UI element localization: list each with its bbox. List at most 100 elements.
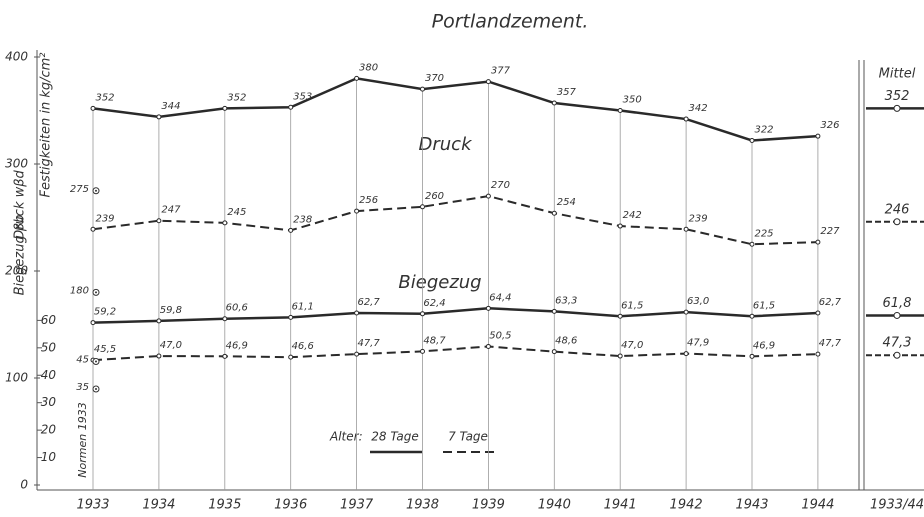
norm-label: 275 xyxy=(70,184,89,195)
data-label: 254 xyxy=(557,197,576,208)
y2-tick-label: 40 xyxy=(41,368,57,382)
series-line xyxy=(92,307,818,324)
data-label: 239 xyxy=(95,213,114,224)
data-point xyxy=(749,241,755,247)
data-point xyxy=(156,318,162,324)
x-tick-label: 1933 xyxy=(76,498,109,513)
data-label: 59,8 xyxy=(160,305,182,316)
mean-point xyxy=(893,104,901,112)
data-label: 239 xyxy=(689,213,708,224)
data-label: 342 xyxy=(689,103,708,114)
norm-marker-dot xyxy=(95,360,97,363)
y2-tick-label: 10 xyxy=(41,450,57,464)
data-point xyxy=(815,351,821,357)
data-label: 61,1 xyxy=(292,301,314,312)
data-label: 59,2 xyxy=(94,307,116,318)
legend-label: 7 Tage xyxy=(448,430,488,444)
data-label: 357 xyxy=(557,87,577,98)
mean-label: 352 xyxy=(885,89,910,104)
data-point xyxy=(683,309,689,315)
data-label: 377 xyxy=(491,66,511,77)
y-tick-label: 0 xyxy=(20,478,28,492)
data-label: 47,9 xyxy=(687,338,709,349)
data-point xyxy=(683,351,689,357)
data-point xyxy=(354,75,360,81)
data-point xyxy=(222,316,228,322)
data-label: 46,6 xyxy=(292,341,314,352)
mean-point xyxy=(893,351,901,359)
data-label: 352 xyxy=(95,92,114,103)
norms-label: Normen 1933 xyxy=(76,402,89,477)
data-point xyxy=(222,353,228,359)
series-line xyxy=(92,77,818,142)
norm-marker-dot xyxy=(95,387,97,390)
data-label: 47,7 xyxy=(819,338,842,349)
data-point xyxy=(749,353,755,359)
data-point xyxy=(354,351,360,357)
y-axis-label: Druck wβd xyxy=(13,169,28,239)
data-label: 238 xyxy=(293,214,312,225)
chart-title: Portlandzement. xyxy=(432,11,589,33)
data-label: 225 xyxy=(754,228,773,239)
data-point xyxy=(617,108,623,113)
data-point xyxy=(288,314,294,320)
data-label: 326 xyxy=(820,120,839,131)
mean-label: 61,8 xyxy=(883,296,912,311)
data-point xyxy=(683,226,689,232)
data-label: 46,9 xyxy=(226,340,248,351)
annotation: Biegezug xyxy=(398,272,481,293)
data-point xyxy=(815,133,821,139)
x-tick-label: 1939 xyxy=(472,498,505,513)
data-label: 63,3 xyxy=(555,295,577,306)
data-label: 47,0 xyxy=(621,340,643,351)
x-tick-label: 1942 xyxy=(670,498,703,513)
data-point xyxy=(749,137,755,143)
data-label: 45,5 xyxy=(94,344,116,355)
x-tick-label: 1936 xyxy=(274,498,307,513)
norm-marker-dot xyxy=(95,291,97,294)
data-point xyxy=(749,313,755,319)
data-label: 227 xyxy=(820,226,840,237)
data-point xyxy=(288,104,294,110)
data-label: 47,0 xyxy=(160,340,182,351)
series-line xyxy=(92,345,818,362)
norm-label: 35 xyxy=(76,382,89,393)
mean-point xyxy=(893,311,901,319)
y2-axis-label: Biegezug βb xyxy=(13,215,28,296)
x-tick-label: 1937 xyxy=(340,498,374,513)
data-label: 344 xyxy=(161,101,180,112)
data-point xyxy=(485,305,491,311)
data-point xyxy=(288,227,294,233)
data-point xyxy=(156,218,162,224)
data-label: 62,7 xyxy=(819,297,842,308)
mean-label: 246 xyxy=(885,202,910,217)
mean-point xyxy=(893,218,901,226)
data-point xyxy=(485,193,491,199)
x-tick-label: 1935 xyxy=(208,498,241,513)
norm-label: 45 xyxy=(76,355,89,366)
y2-tick-label: 60 xyxy=(41,313,57,327)
data-point xyxy=(485,79,491,85)
data-point xyxy=(815,310,821,316)
y-tick-label: 300 xyxy=(5,157,28,171)
data-point xyxy=(617,223,623,229)
x-tick-label: 1934 xyxy=(142,498,175,513)
y2-tick-label: 20 xyxy=(41,423,57,437)
data-label: 256 xyxy=(359,195,378,206)
x-tick-label: 1940 xyxy=(538,498,571,513)
data-label: 380 xyxy=(359,62,378,73)
x-tick-label: 1941 xyxy=(604,498,637,513)
data-point xyxy=(617,353,623,359)
data-point xyxy=(420,348,425,354)
data-label: 245 xyxy=(227,207,246,218)
data-label: 247 xyxy=(161,205,181,216)
data-label: 62,7 xyxy=(357,297,380,308)
y-axis-label: Festigkeiten in kg/cm² xyxy=(39,53,54,198)
y-tick-label: 400 xyxy=(5,50,28,64)
data-point xyxy=(485,343,491,349)
data-label: 47,7 xyxy=(357,338,380,349)
data-point xyxy=(354,208,360,214)
series-line xyxy=(92,195,818,246)
data-point xyxy=(683,116,689,122)
